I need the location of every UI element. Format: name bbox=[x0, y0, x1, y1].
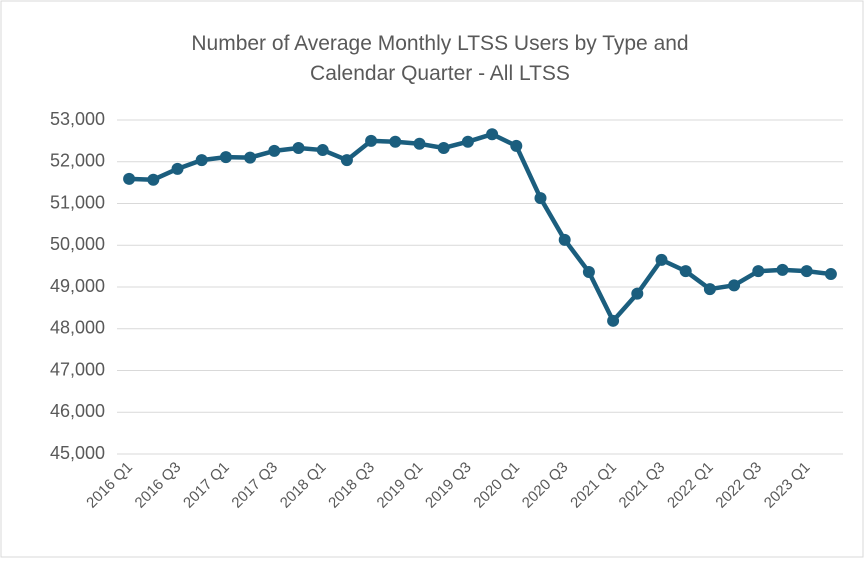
y-tick-label: 48,000 bbox=[50, 318, 105, 338]
data-point bbox=[631, 287, 644, 300]
data-point bbox=[800, 265, 813, 278]
data-point bbox=[268, 144, 281, 157]
data-point bbox=[413, 137, 426, 150]
y-tick-label: 46,000 bbox=[50, 401, 105, 421]
data-point bbox=[389, 135, 402, 148]
y-tick-label: 51,000 bbox=[50, 192, 105, 212]
data-point bbox=[776, 263, 789, 276]
data-point bbox=[292, 141, 305, 154]
data-point bbox=[679, 265, 692, 278]
data-point bbox=[655, 253, 668, 266]
data-point bbox=[461, 135, 474, 148]
data-point bbox=[824, 268, 837, 281]
y-tick-label: 47,000 bbox=[50, 359, 105, 379]
y-tick-label: 45,000 bbox=[50, 443, 105, 463]
chart-title: Calendar Quarter - All LTSS bbox=[310, 62, 570, 85]
data-point bbox=[365, 134, 378, 147]
data-point bbox=[219, 151, 232, 164]
chart-title: Number of Average Monthly LTSS Users by … bbox=[191, 32, 688, 55]
data-point bbox=[171, 162, 184, 175]
y-tick-label: 49,000 bbox=[50, 276, 105, 296]
data-point bbox=[582, 265, 595, 278]
data-point bbox=[607, 314, 620, 327]
data-point bbox=[123, 172, 136, 185]
data-point bbox=[147, 173, 160, 186]
data-point bbox=[316, 144, 329, 157]
data-point bbox=[558, 233, 571, 246]
y-tick-label: 52,000 bbox=[50, 151, 105, 171]
data-point bbox=[510, 139, 523, 152]
y-tick-label: 53,000 bbox=[50, 109, 105, 129]
y-tick-label: 50,000 bbox=[50, 234, 105, 254]
data-point bbox=[728, 279, 741, 292]
data-point bbox=[437, 141, 450, 154]
data-point bbox=[244, 151, 257, 164]
data-point bbox=[752, 265, 765, 278]
data-point bbox=[703, 283, 716, 296]
data-point bbox=[340, 154, 353, 167]
data-point bbox=[486, 128, 499, 141]
data-point bbox=[195, 154, 208, 167]
data-point bbox=[534, 192, 547, 205]
